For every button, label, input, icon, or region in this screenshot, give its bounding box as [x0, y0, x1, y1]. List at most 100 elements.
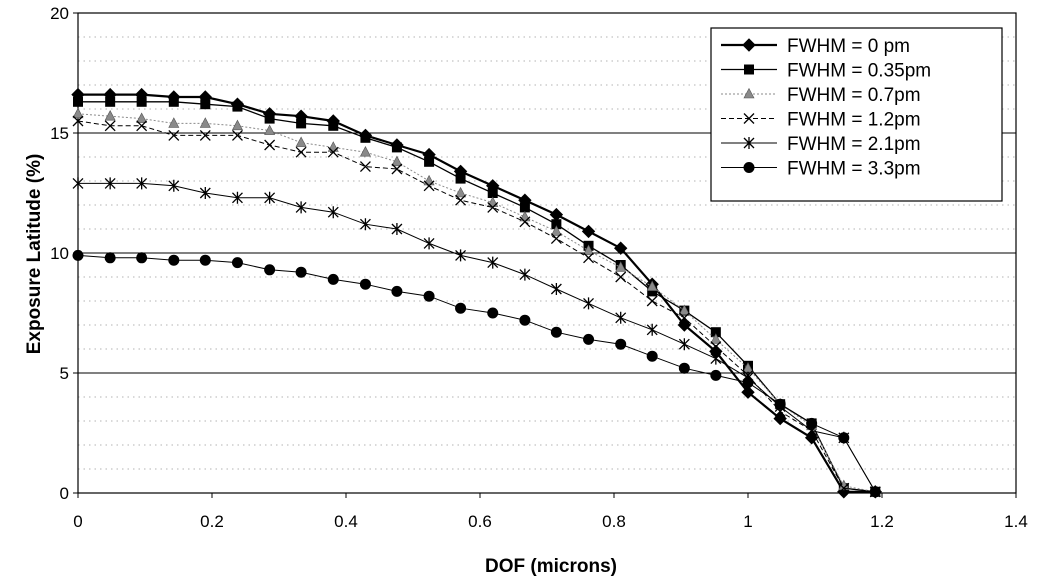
data-point	[678, 338, 690, 351]
x-axis: 0 0.2 0.4 0.6 0.8 1 1.2 1.4	[73, 493, 1028, 531]
data-point	[72, 249, 84, 261]
series-5	[72, 177, 881, 498]
legend-marker	[743, 87, 755, 99]
x-tick-label: 0.2	[200, 512, 224, 531]
data-point	[327, 273, 339, 285]
data-point	[646, 280, 658, 291]
data-point	[550, 225, 562, 236]
legend-label: FWHM = 0.35pm	[787, 61, 931, 82]
data-point	[615, 311, 627, 324]
legend: FWHM = 0 pm FWHM = 0.35pm FWHM = 0.7pm FWHM…	[710, 27, 1003, 202]
data-point	[678, 304, 690, 315]
data-point	[581, 224, 596, 239]
data-point	[296, 118, 307, 129]
data-point	[615, 271, 627, 283]
data-point	[391, 142, 402, 153]
data-point	[838, 482, 850, 494]
data-point	[359, 218, 371, 231]
data-point	[72, 177, 84, 190]
y-tick-label: 20	[50, 4, 69, 23]
data-point	[710, 352, 722, 365]
data-point	[327, 146, 339, 158]
series-line	[78, 101, 876, 493]
data-point	[295, 136, 307, 147]
data-point	[360, 132, 371, 143]
legend-marker	[744, 64, 754, 75]
data-point	[136, 112, 148, 123]
legend-label: FWHM = 0.7pm	[787, 85, 921, 106]
y-tick-label: 5	[60, 364, 69, 383]
data-point	[105, 96, 116, 107]
y-tick-label: 0	[60, 484, 69, 503]
series-line	[77, 120, 876, 493]
data-point	[742, 377, 754, 389]
data-point	[136, 96, 147, 107]
y-tick-label: 15	[50, 124, 69, 143]
data-point	[73, 96, 83, 107]
data-point	[583, 333, 595, 345]
data-point	[487, 256, 499, 269]
data-point	[423, 290, 435, 302]
series-line	[77, 113, 876, 493]
data-point	[232, 101, 243, 112]
data-point	[519, 314, 531, 326]
data-point	[519, 210, 531, 222]
data-point	[231, 119, 243, 131]
data-point	[168, 129, 180, 141]
data-point	[391, 155, 403, 167]
data-point	[455, 186, 467, 198]
data-point	[455, 173, 466, 184]
data-point	[199, 117, 211, 128]
data-point	[231, 257, 243, 269]
data-point	[136, 120, 148, 132]
x-tick-label: 1	[743, 512, 752, 531]
x-tick-label: 0.8	[602, 512, 626, 531]
data-point	[646, 323, 658, 336]
data-point	[327, 206, 339, 219]
series-layer	[71, 87, 883, 499]
data-point	[295, 201, 307, 214]
y-axis-title: Exposure Latitude (%)	[24, 154, 45, 355]
data-point	[168, 96, 179, 107]
data-point	[487, 307, 499, 319]
data-point	[391, 163, 403, 175]
data-point	[678, 312, 690, 324]
data-point	[264, 139, 276, 151]
data-point	[423, 174, 435, 186]
data-point	[168, 254, 180, 266]
data-point	[550, 233, 562, 245]
data-point	[104, 120, 116, 132]
data-point	[424, 156, 435, 167]
data-point	[264, 191, 276, 204]
legend-label: FWHM = 3.3pm	[787, 159, 921, 180]
x-axis-title: DOF (microns)	[485, 556, 617, 577]
data-point	[583, 252, 594, 264]
data-point	[104, 177, 116, 190]
series-6	[72, 249, 881, 498]
data-point	[328, 120, 339, 131]
data-point	[550, 326, 562, 338]
data-point	[391, 285, 403, 297]
data-point	[773, 411, 787, 426]
data-point	[199, 129, 211, 141]
data-point	[646, 295, 658, 307]
data-point	[549, 207, 564, 222]
legend-marker	[743, 113, 755, 124]
data-point	[455, 249, 467, 262]
data-point	[806, 417, 818, 429]
data-point	[646, 350, 658, 362]
data-point	[327, 141, 339, 152]
data-point	[583, 297, 594, 310]
data-point	[423, 237, 435, 250]
y-axis: 0 5 10 15 20	[50, 4, 78, 503]
legend-label: FWHM = 0 pm	[787, 36, 910, 57]
data-point	[168, 179, 180, 192]
data-point	[804, 431, 819, 445]
data-point	[199, 187, 211, 199]
data-point	[232, 191, 243, 204]
data-point	[741, 385, 755, 399]
legend-box	[710, 27, 1003, 202]
legend-marker	[743, 162, 755, 173]
legend-label: FWHM = 1.2pm	[787, 110, 921, 131]
